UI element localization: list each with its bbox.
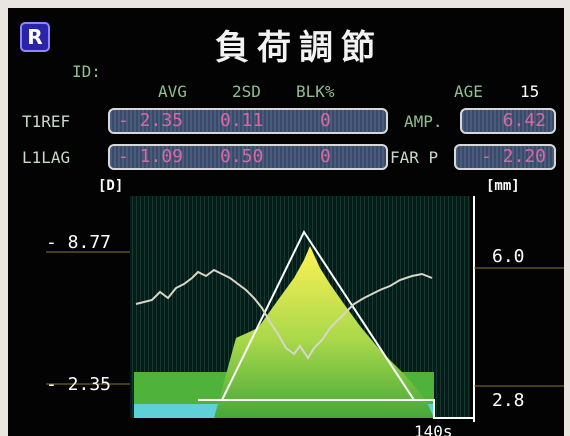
left-axis-top-value: - 8.77 <box>46 232 111 253</box>
x-axis-label: 140s <box>414 422 453 436</box>
accommodation-screen: R 負荷調節 ID: AVG 2SD BLK% AGE 15 T1REF - 2… <box>8 8 564 436</box>
right-axis-bottom-value: 2.8 <box>492 390 525 411</box>
left-axis-bottom-value: - 2.35 <box>46 374 111 395</box>
waveform-graph <box>8 8 564 436</box>
right-axis-top-value: 6.0 <box>492 246 525 267</box>
